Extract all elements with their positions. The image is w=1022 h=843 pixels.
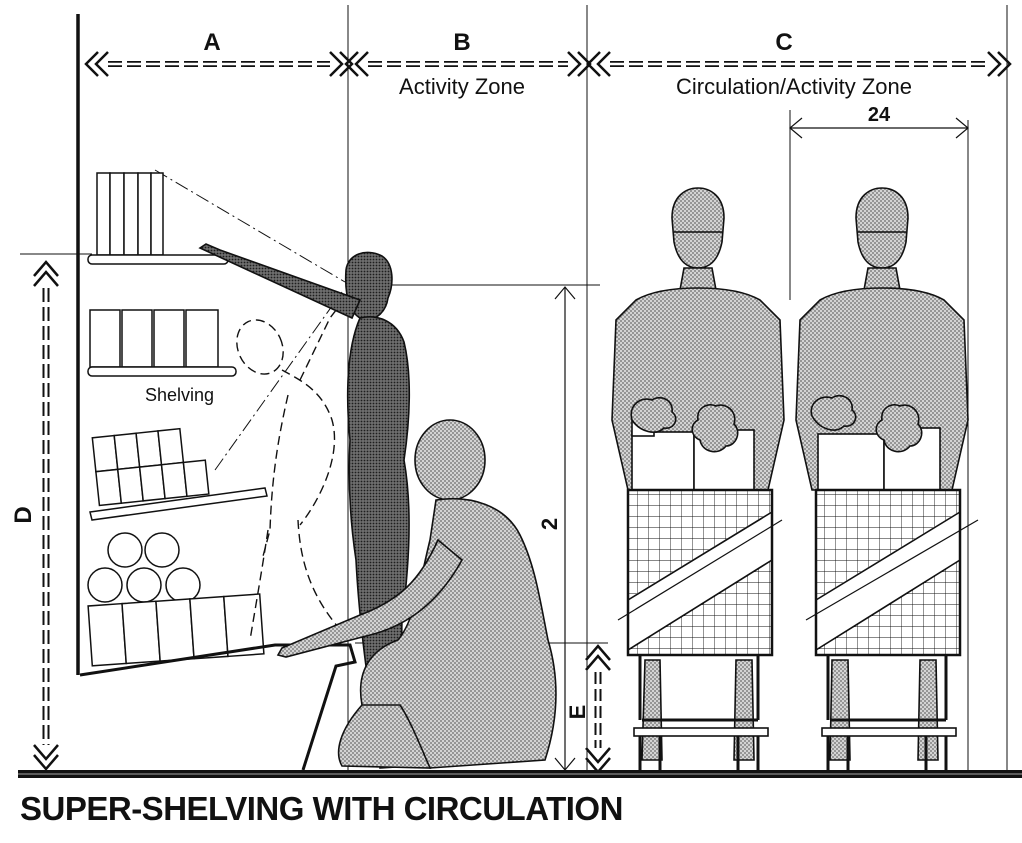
middle-shelf — [87, 366, 237, 377]
shopper-2-head — [855, 187, 909, 269]
shopper-2-cart — [805, 394, 979, 772]
crouching-figure-foot — [337, 704, 432, 769]
dimension-d-label: D — [10, 506, 37, 523]
sight-line-lower — [214, 291, 343, 471]
dimension-a-label: A — [203, 29, 220, 56]
standing-reaching-figure — [198, 243, 428, 769]
dimension-c-label: C — [775, 29, 792, 56]
shopper-1-cart — [617, 396, 783, 772]
crouching-figure-head — [414, 419, 486, 501]
shopper-1-neck — [679, 267, 717, 291]
cart-width-value: 24 — [868, 104, 891, 126]
circulation-zone-label: Circulation/Activity Zone — [676, 74, 912, 99]
top-shelf — [87, 254, 229, 265]
shopper-1-legs — [641, 659, 755, 761]
ball-stack — [87, 532, 201, 603]
dimension-b-label: B — [453, 29, 470, 56]
middle-shelf-boxes — [89, 309, 219, 368]
bottom-bin-frame — [79, 643, 357, 771]
figure-caption: SUPER-SHELVING WITH CIRCULATION — [20, 790, 623, 827]
shopper-2-legs — [829, 659, 939, 761]
dashed-reaching-figure — [236, 304, 351, 641]
top-shelf-boxes — [96, 172, 164, 256]
shopper-1-head — [671, 187, 725, 269]
bottom-bin-boxes — [87, 593, 265, 667]
dimension-a-arrow — [84, 51, 354, 77]
crouching-figure-body — [359, 497, 557, 769]
shopper-figure-2 — [795, 187, 979, 772]
crouching-figure-arm — [276, 538, 464, 658]
floor-line — [18, 770, 1022, 778]
dimension-e-label: E — [565, 705, 590, 720]
shopper-figure-1 — [611, 187, 785, 772]
dimension-b-arrow — [344, 51, 592, 77]
dimension-d-arrow — [33, 260, 59, 771]
sight-line-upper — [154, 169, 346, 283]
standing-figure-arm — [198, 243, 362, 320]
reference-lines — [20, 5, 1008, 775]
shelving-unit: Shelving — [79, 172, 357, 771]
dimension-c-arrow — [586, 51, 1012, 77]
eye-height-value: 2 — [537, 518, 562, 530]
shopper-2-neck — [863, 267, 901, 291]
crouching-figure — [276, 419, 557, 769]
cart-width-arrow — [789, 117, 969, 139]
lower-shelf — [89, 487, 268, 521]
shelving-label: Shelving — [145, 385, 214, 405]
lower-shelf-boxes — [91, 427, 210, 507]
activity-zone-label: Activity Zone — [399, 74, 525, 99]
